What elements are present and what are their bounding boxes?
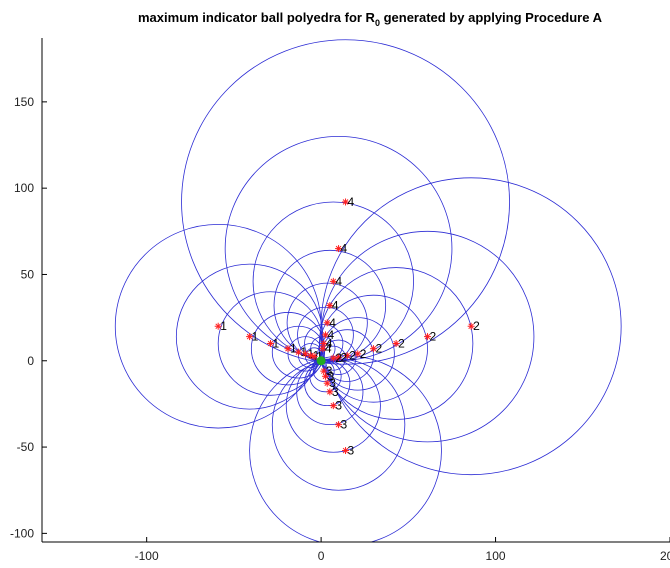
center-label-1: 1 xyxy=(316,349,323,363)
center-marker-4 xyxy=(321,331,329,339)
center-marker-4 xyxy=(323,319,331,327)
ball-circle-4 xyxy=(181,39,510,365)
tick-layer: -100 0 100 200 -100 -50 0 50 100 150 xyxy=(10,95,670,563)
marker-layer: 1111111122222222333333344444444 xyxy=(214,195,480,458)
center-label-3: 3 xyxy=(335,399,342,413)
y-tick-label: -50 xyxy=(17,440,35,454)
center-marker-1 xyxy=(301,350,309,358)
center-marker-1 xyxy=(310,352,318,360)
ball-circle-1 xyxy=(271,325,325,379)
center-marker-2 xyxy=(343,352,351,360)
y-tick-label: 150 xyxy=(14,95,34,109)
y-tick-label: -100 xyxy=(10,526,34,540)
center-label-3: 3 xyxy=(332,385,339,399)
center-marker-2 xyxy=(335,353,343,361)
center-marker-3 xyxy=(323,379,331,387)
center-label-4: 4 xyxy=(326,337,333,351)
center-label-2: 2 xyxy=(335,351,342,365)
center-marker-2 xyxy=(467,322,475,330)
center-label-3: 3 xyxy=(326,364,333,378)
center-marker-1 xyxy=(246,333,254,341)
center-marker-3 xyxy=(326,388,334,396)
center-marker-1 xyxy=(267,340,275,348)
center-label-4: 4 xyxy=(348,195,355,209)
chart-title-subscript: 0 xyxy=(375,18,380,28)
center-marker-1 xyxy=(284,345,292,353)
center-label-1: 1 xyxy=(220,319,227,333)
center-marker-2 xyxy=(354,350,362,358)
chart-title: maximum indicator ball polyedra for R0 g… xyxy=(138,10,603,28)
center-label-4: 4 xyxy=(327,328,334,342)
center-marker-4 xyxy=(320,340,328,348)
x-tick-label: 200 xyxy=(660,549,670,563)
center-label-4: 4 xyxy=(329,316,336,330)
center-marker-3 xyxy=(321,372,329,380)
center-marker-3 xyxy=(335,421,343,429)
center-label-3: 3 xyxy=(348,444,355,458)
center-label-4: 4 xyxy=(341,242,348,256)
center-marker-4 xyxy=(329,277,337,285)
y-tick-label: 0 xyxy=(27,354,34,368)
center-marker-2 xyxy=(424,333,432,341)
center-marker-2 xyxy=(329,354,337,362)
center-label-3: 3 xyxy=(341,418,348,432)
origin-marker xyxy=(316,356,326,366)
center-label-1: 1 xyxy=(313,349,320,363)
center-marker-4 xyxy=(326,302,334,310)
center-label-1: 1 xyxy=(252,330,259,344)
center-label-4: 4 xyxy=(335,274,342,288)
center-label-1: 1 xyxy=(273,337,280,351)
y-tick-label: 100 xyxy=(14,181,34,195)
x-tick-label: 100 xyxy=(486,549,506,563)
center-label-2: 2 xyxy=(430,330,437,344)
center-label-4: 4 xyxy=(325,342,332,356)
center-marker-4 xyxy=(335,245,343,253)
center-marker-1 xyxy=(294,348,302,356)
x-tick-label: -100 xyxy=(135,549,159,563)
center-label-2: 2 xyxy=(398,337,405,351)
center-marker-4 xyxy=(342,198,350,206)
center-marker-1 xyxy=(214,322,222,330)
center-label-1: 1 xyxy=(290,342,297,356)
center-marker-3 xyxy=(320,367,328,375)
center-label-2: 2 xyxy=(341,350,348,364)
center-label-3: 3 xyxy=(327,369,334,383)
center-label-2: 2 xyxy=(375,342,382,356)
center-label-2: 2 xyxy=(349,349,356,363)
x-tick-label: 0 xyxy=(318,549,325,563)
center-label-2: 2 xyxy=(360,347,367,361)
ball-circle-4 xyxy=(273,249,387,362)
center-label-3: 3 xyxy=(329,376,336,390)
center-marker-2 xyxy=(392,340,400,348)
center-marker-3 xyxy=(342,447,350,455)
y-tick-label: 50 xyxy=(21,267,35,281)
center-marker-3 xyxy=(329,402,337,410)
center-label-2: 2 xyxy=(473,319,480,333)
center-marker-2 xyxy=(369,345,377,353)
center-marker-4 xyxy=(319,345,327,353)
center-label-4: 4 xyxy=(332,299,339,313)
